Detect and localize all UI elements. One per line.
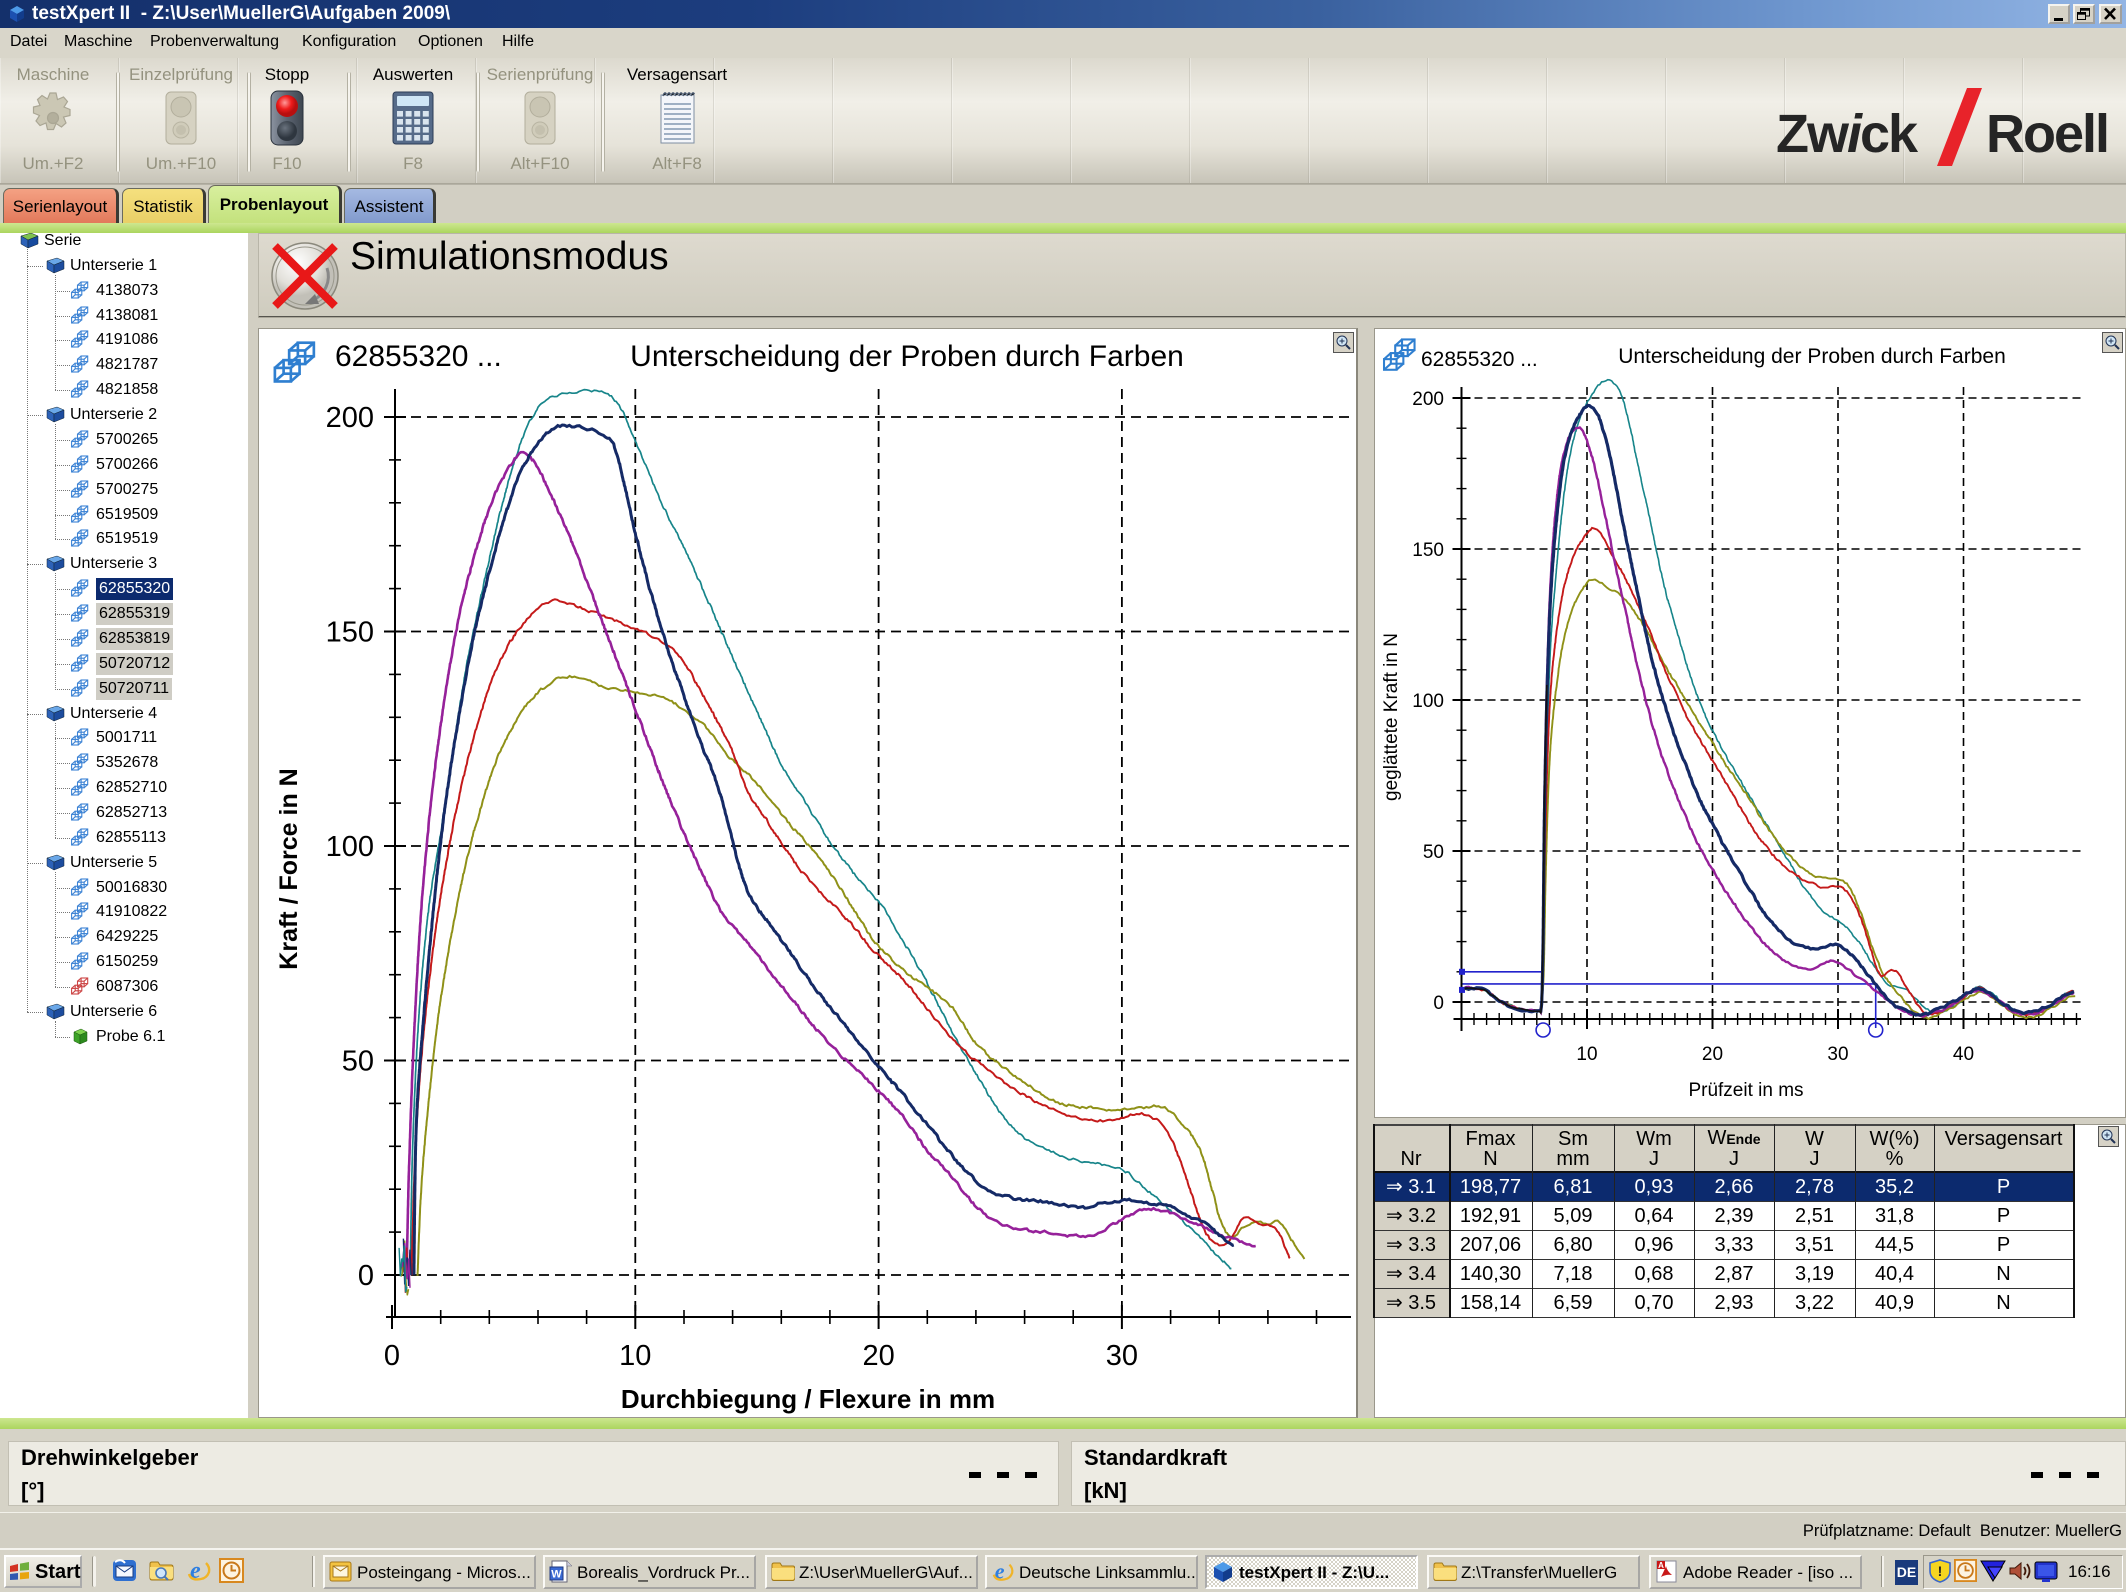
svg-text:30: 30 (1827, 1044, 1848, 1065)
svg-text:150: 150 (1412, 540, 1444, 561)
svg-text:50: 50 (1423, 842, 1444, 863)
svg-text:62855320 ...: 62855320 ... (1421, 348, 1538, 371)
svg-text:200: 200 (1412, 389, 1444, 410)
svg-text:Kraft / Force in N: Kraft / Force in N (275, 768, 303, 969)
svg-text:100: 100 (326, 831, 374, 863)
svg-text:0: 0 (1433, 993, 1444, 1014)
svg-text:62855320 ...: 62855320 ... (335, 340, 502, 373)
svg-text:0: 0 (384, 1340, 400, 1372)
svg-text:0: 0 (358, 1260, 374, 1292)
svg-text:10: 10 (1576, 1044, 1597, 1065)
svg-text:40: 40 (1953, 1044, 1974, 1065)
svg-text:e: e (995, 1560, 1005, 1583)
svg-text:50: 50 (342, 1046, 374, 1078)
svg-text:150: 150 (326, 617, 374, 649)
svg-text:10: 10 (619, 1340, 651, 1372)
svg-text:Unterscheidung der Proben durc: Unterscheidung der Proben durch Farben (630, 340, 1184, 373)
svg-text:20: 20 (862, 1340, 894, 1372)
svg-text:A: A (1658, 1561, 1664, 1570)
svg-text:30: 30 (1106, 1340, 1138, 1372)
svg-text:W: W (551, 1569, 562, 1581)
svg-text:geglättete Kraft in N: geglättete Kraft in N (1381, 633, 1402, 801)
svg-text:!: ! (1938, 1563, 1943, 1579)
svg-text:100: 100 (1412, 691, 1444, 712)
svg-text:Durchbiegung / Flexure in mm: Durchbiegung / Flexure in mm (621, 1384, 995, 1414)
svg-text:Unterscheidung der Proben durc: Unterscheidung der Proben durch Farben (1618, 345, 2006, 368)
svg-text:Prüfzeit in ms: Prüfzeit in ms (1688, 1080, 1803, 1101)
svg-text:20: 20 (1702, 1044, 1723, 1065)
svg-text:e: e (190, 1558, 201, 1583)
svg-text:200: 200 (326, 402, 374, 434)
